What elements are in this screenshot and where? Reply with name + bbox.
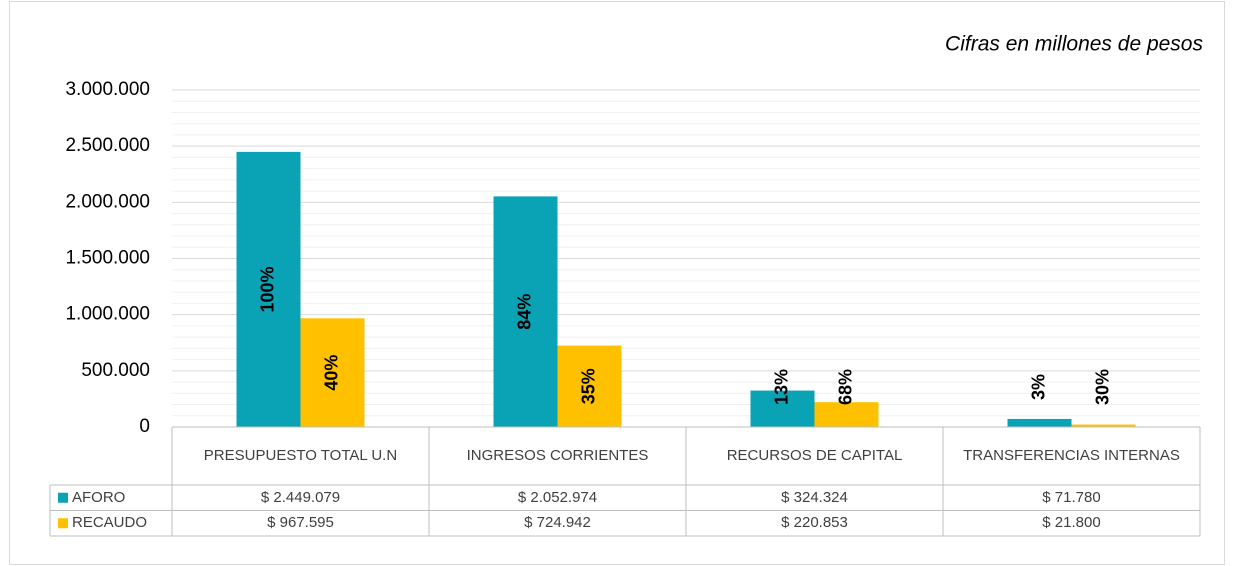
bar [236,151,301,428]
category-label: PRESUPUESTO TOTAL U.N [203,447,398,464]
bar-percent-label: 13% [771,369,791,405]
category-label: TRANSFERENCIAS INTERNAS [963,447,1180,464]
category-label: INGRESOS CORRIENTES [466,447,649,464]
chart-border [9,1,1225,565]
category-label: RECURSOS DE CAPITAL [726,447,903,464]
table-value: $ 2.052.974 [517,488,598,506]
y-tick-label: 2.500.000 [65,135,150,156]
bar-percent-label: 30% [1092,369,1112,405]
bar [750,390,815,427]
table-value: $ 71.780 [1042,488,1101,506]
table-value: $ 21.800 [1042,514,1101,532]
bar [493,196,558,427]
table-value: $ 2.449.079 [260,488,341,506]
y-tick-label: 1.000.000 [65,304,150,325]
y-tick-label: 0 [139,416,150,437]
bar [1007,418,1072,427]
bar [1071,424,1136,427]
bar-percent-label: 35% [578,368,598,404]
legend-swatch [58,518,68,529]
table-value: $ 724.942 [524,514,591,532]
chart-subtitle: Cifras en millones de pesos [945,33,1203,56]
bar-percent-label: 3% [1028,374,1048,400]
bar [814,402,879,427]
y-tick-label: 1.500.000 [65,248,150,269]
bar-percent-label: 100% [257,266,277,312]
table-value: $ 967.595 [267,514,334,532]
bar-percent-label: 40% [321,355,341,391]
legend-swatch [58,492,68,503]
table-value: $ 220.853 [781,514,848,532]
legend-label: RECAUDO [72,514,148,532]
y-tick-label: 500.000 [81,360,150,381]
bar-percent-label: 84% [514,294,534,330]
table-value: $ 324.324 [781,488,848,506]
y-tick-label: 3.000.000 [65,79,150,100]
bar-percent-label: 68% [835,369,855,405]
bar [557,345,622,427]
bar [300,318,365,427]
legend-label: AFORO [72,488,126,506]
y-tick-label: 2.000.000 [65,191,150,212]
